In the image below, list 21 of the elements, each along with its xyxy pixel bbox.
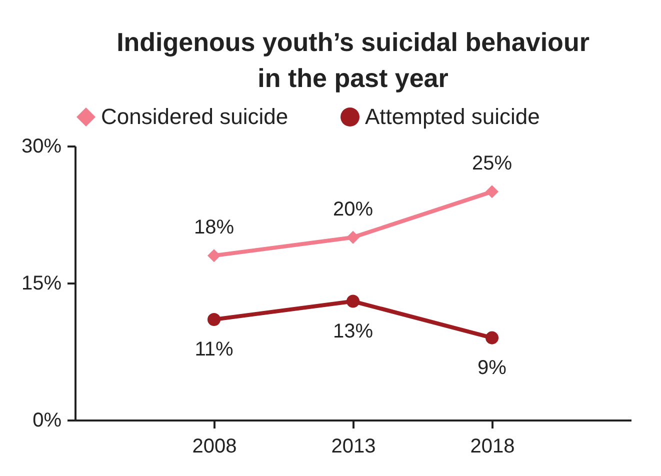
point [346,230,360,244]
x-tick-label: 2018 [470,436,515,458]
data-label: 11% [194,338,234,361]
x-tick-label: 2013 [331,436,376,458]
legend-label: Attempted suicide [365,104,540,129]
point [207,249,221,262]
data-label: 13% [332,320,374,342]
chart-title: Indigenous youth’s suicidal behaviour in the past year [116,27,590,93]
point [485,331,499,344]
y-tick-label: 30% [21,136,62,158]
point [485,185,499,198]
data-label: 9% [478,356,507,379]
x-tick-label: 2008 [192,436,237,458]
point [346,294,360,308]
point [207,313,221,326]
data-label: 25% [472,152,512,175]
data-label: 20% [332,198,374,220]
y-tick-label: 15% [21,272,62,294]
data-label: 18% [194,216,234,239]
y-tick-label: 0% [32,410,62,432]
legend-label: Considered suicide [101,104,288,129]
